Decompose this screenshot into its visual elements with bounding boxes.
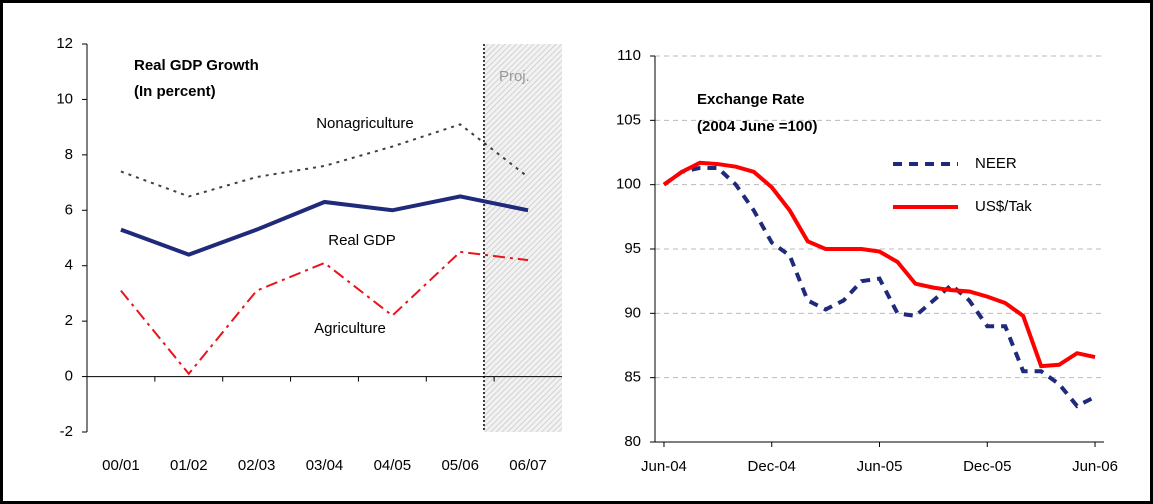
y-tick-label: 2 [65, 312, 73, 329]
y-tick-label: 6 [65, 201, 73, 218]
x-tick-label: Jun-04 [641, 458, 687, 475]
series-label: Real GDP [328, 232, 396, 249]
x-tick-label: Dec-04 [748, 458, 796, 475]
chart-title: Real GDP Growth [134, 57, 259, 74]
y-tick-label: -2 [60, 423, 73, 440]
series-line [662, 160, 1096, 369]
y-tick-label: 0 [65, 368, 73, 385]
y-tick-label: 8 [65, 146, 73, 163]
annotation: Proj. [499, 68, 530, 85]
y-tick-label: 85 [624, 369, 641, 386]
x-tick-label: 06/07 [509, 457, 547, 474]
series-line [120, 194, 529, 257]
x-tick-label: 01/02 [170, 457, 208, 474]
x-tick-label: Dec-05 [963, 458, 1011, 475]
y-tick-label: 80 [624, 433, 641, 450]
series-label: Nonagriculture [316, 115, 414, 132]
y-tick-label: 4 [65, 257, 73, 274]
legend-label: US$/Tak [975, 198, 1032, 215]
y-tick-label: 105 [616, 111, 641, 128]
y-tick-label: 90 [624, 304, 641, 321]
x-tick-label: 05/06 [441, 457, 479, 474]
series-line [120, 123, 529, 198]
x-tick-label: 02/03 [238, 457, 276, 474]
y-tick-label: 110 [617, 47, 641, 64]
x-tick-label: 04/05 [374, 457, 412, 474]
series-label: Agriculture [314, 320, 386, 337]
series-line [120, 250, 529, 376]
projection-shade [483, 44, 562, 432]
y-tick-label: 12 [56, 35, 73, 52]
series-line [662, 165, 1096, 409]
chart-subtitle: (In percent) [134, 83, 216, 100]
y-tick-label: 100 [616, 176, 641, 193]
chart-subtitle: (2004 June =100) [697, 118, 818, 135]
x-tick-label: Jun-06 [1072, 458, 1118, 475]
legend-label: NEER [975, 155, 1017, 172]
chart-title: Exchange Rate [697, 91, 805, 108]
x-tick-label: 00/01 [102, 457, 140, 474]
x-tick-label: 03/04 [306, 457, 344, 474]
y-tick-label: 10 [56, 90, 73, 107]
y-tick-label: 95 [624, 240, 641, 257]
x-tick-label: Jun-05 [857, 458, 903, 475]
